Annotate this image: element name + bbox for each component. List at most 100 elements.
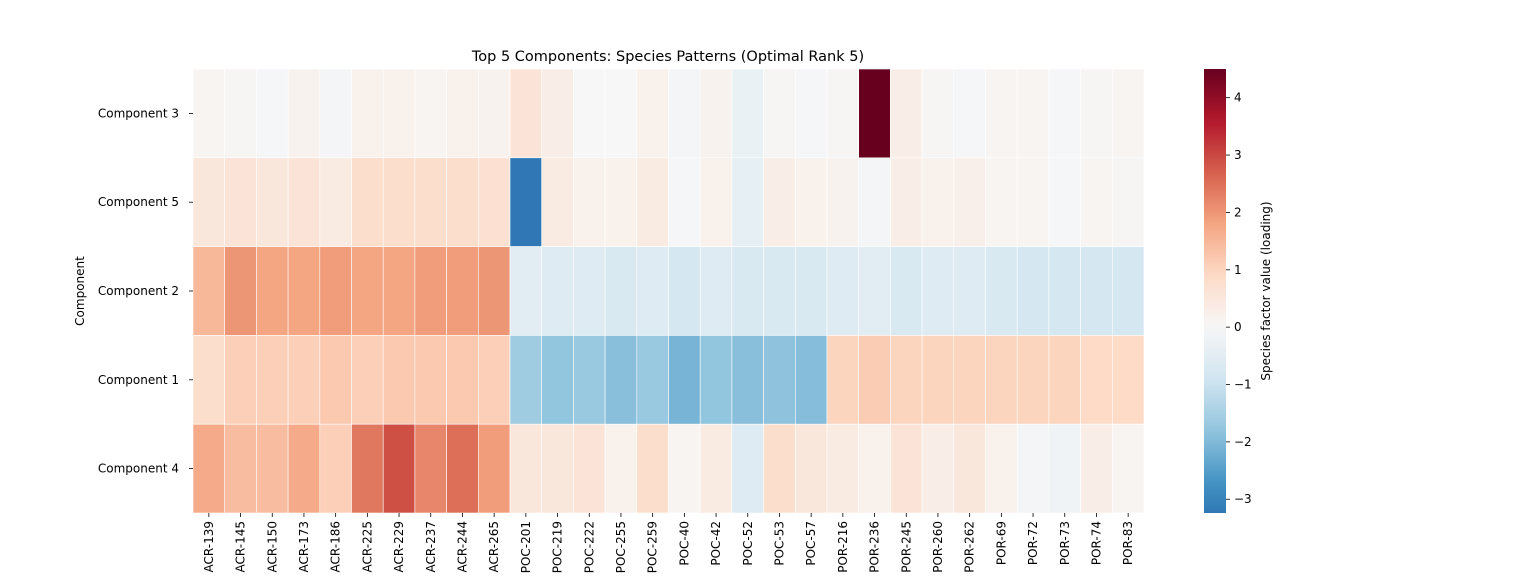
row-label: Component 1	[98, 373, 179, 387]
colorbar-tick-label: −1	[1234, 378, 1252, 392]
heatmap-cell	[477, 68, 511, 159]
column-label: ACR-229	[392, 521, 406, 572]
heatmap-cell	[287, 335, 321, 425]
heatmap-cell	[192, 157, 226, 247]
heatmap-cell	[319, 68, 352, 159]
heatmap-cell	[890, 246, 923, 336]
heatmap-cell	[287, 423, 321, 514]
heatmap-cell	[826, 157, 860, 247]
heatmap-cell	[319, 157, 352, 247]
heatmap-cell	[1112, 157, 1145, 247]
heatmap-cell	[446, 68, 479, 159]
column-label: POC-40	[677, 521, 691, 566]
heatmap-cell	[636, 246, 669, 336]
heatmap-cell	[1048, 246, 1081, 336]
column-label: ACR-225	[360, 521, 374, 572]
heatmap-cell	[573, 423, 606, 514]
heatmap-cell	[192, 335, 226, 425]
heatmap-cell	[382, 423, 416, 514]
heatmap-cell	[351, 68, 384, 159]
heatmap-cell	[1080, 335, 1113, 425]
heatmap-cell	[224, 335, 257, 425]
heatmap-cell	[414, 335, 447, 425]
heatmap-cell	[604, 246, 638, 336]
heatmap-cell	[953, 246, 986, 336]
heatmap-cell	[477, 335, 511, 425]
heatmap-cell	[763, 335, 796, 425]
column-label: POR-72	[1026, 521, 1040, 565]
column-label: ACR-186	[329, 521, 343, 572]
heatmap-cell	[794, 68, 828, 159]
heatmap-cell	[953, 335, 986, 425]
heatmap-cell	[858, 246, 891, 336]
colorbar-ticks: −3 −2 −1 0 1 2 3 4	[1226, 91, 1252, 506]
heatmap-cell	[382, 68, 416, 159]
heatmap-cell	[1016, 423, 1050, 514]
heatmap-cell	[985, 68, 1018, 159]
column-label: POR-73	[1058, 521, 1072, 565]
heatmap-cell	[668, 157, 701, 247]
row-labels: Component 3 Component 5 Component 2 Compone…	[98, 106, 193, 476]
column-label: POR-74	[1089, 521, 1103, 565]
heatmap-cell	[1048, 157, 1081, 247]
heatmap-cell	[763, 423, 796, 514]
heatmap-cell	[541, 157, 574, 247]
column-label: POC-222	[582, 521, 596, 573]
heatmap-cell	[668, 68, 701, 159]
heatmap-cell	[256, 157, 289, 247]
heatmap-cell	[541, 68, 574, 159]
heatmap-cell	[351, 335, 384, 425]
heatmap-cell	[858, 68, 891, 159]
colorbar	[1204, 69, 1226, 513]
heatmap-cell	[699, 423, 733, 514]
heatmap-cell	[1112, 423, 1145, 514]
column-label: ACR-150	[265, 521, 279, 572]
heatmap-cell	[287, 157, 321, 247]
heatmap-cell	[668, 246, 701, 336]
heatmap-cell	[826, 246, 860, 336]
heatmap-cell	[794, 246, 828, 336]
heatmap-cell	[604, 68, 638, 159]
heatmap-cell	[699, 68, 733, 159]
heatmap-cell	[636, 335, 669, 425]
heatmap-cell	[921, 423, 955, 514]
chart-title: Top 5 Components: Species Patterns (Opti…	[471, 49, 864, 65]
heatmap-cell	[1080, 246, 1113, 336]
heatmap-cell	[573, 68, 606, 159]
heatmap-cell	[509, 157, 543, 247]
heatmap-cell	[256, 423, 289, 514]
heatmap-cell	[351, 246, 384, 336]
heatmap-cell	[604, 335, 638, 425]
colorbar-tick-label: 4	[1234, 91, 1242, 105]
heatmap-cell	[731, 335, 764, 425]
column-label: POR-216	[836, 521, 850, 573]
row-label: Component 2	[98, 284, 179, 298]
heatmap-cell	[731, 68, 764, 159]
column-label: ACR-237	[424, 521, 438, 572]
heatmap-cell	[1080, 68, 1113, 159]
y-axis-label: Component	[73, 256, 87, 326]
heatmap-cell	[763, 246, 796, 336]
column-label: ACR-139	[202, 521, 216, 572]
colorbar-tick-label: −3	[1234, 492, 1252, 506]
heatmap-cell	[319, 335, 352, 425]
heatmap-cell	[573, 246, 606, 336]
colorbar-tick-label: 2	[1234, 205, 1242, 219]
heatmap-cell	[446, 423, 479, 514]
column-label: ACR-244	[455, 521, 469, 572]
row-label: Component 3	[98, 106, 179, 120]
heatmap-cell	[699, 157, 733, 247]
colorbar-label: Species factor value (loading)	[1259, 201, 1273, 380]
heatmap-cell	[509, 335, 543, 425]
heatmap-cell	[985, 423, 1018, 514]
heatmap-cell	[573, 157, 606, 247]
column-label: POR-69	[994, 521, 1008, 565]
column-label: POC-42	[709, 521, 723, 566]
heatmap-cell	[953, 68, 986, 159]
heatmap-cell	[1080, 423, 1113, 514]
heatmap-cell	[604, 423, 638, 514]
heatmap-cell	[763, 68, 796, 159]
heatmap-cell	[414, 157, 447, 247]
heatmap-cell	[256, 246, 289, 336]
